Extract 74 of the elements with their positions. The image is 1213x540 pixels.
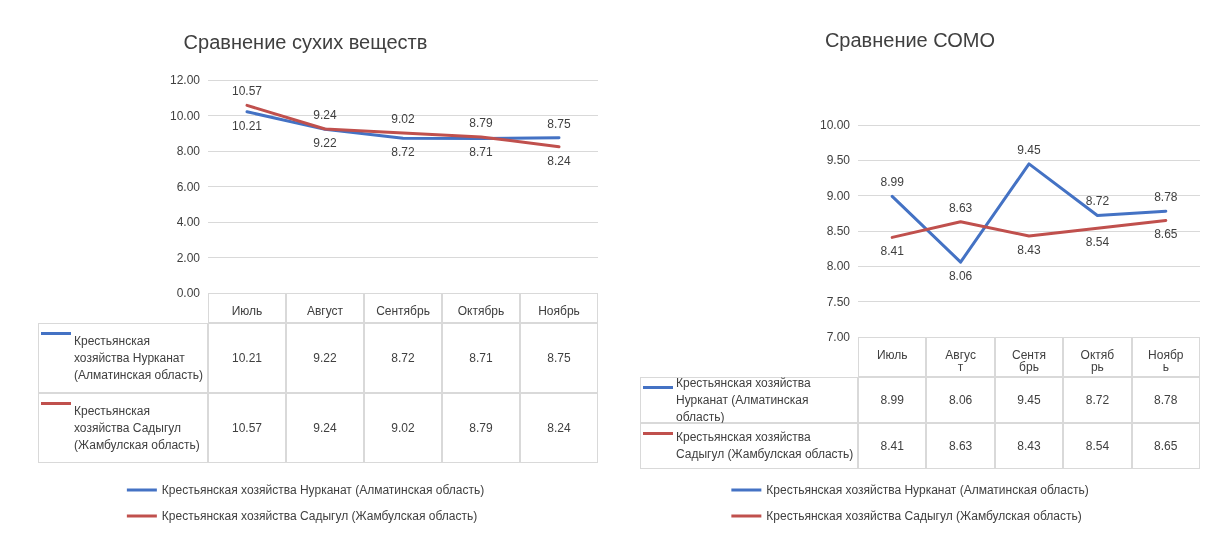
x-tick-label: Июль (231, 304, 263, 318)
legend-label: Крестьянская хозяйства Нурканат (Алматинская область) (676, 374, 812, 426)
data-label: 8.78 (1131, 377, 1200, 423)
text: 8.72 (1085, 194, 1110, 209)
data-label: 8.75 (520, 323, 598, 393)
x-tick-label: Август (945, 348, 976, 374)
text: 10.21 (231, 118, 263, 133)
text: 8.78 (1154, 190, 1178, 205)
text: 8.65 (1154, 227, 1178, 242)
data-label: 8.79 (442, 393, 520, 463)
legend-label: Крестьянская хозяйства Садыгул (Жамбулская область) (676, 429, 855, 463)
y-tick-label: 2.00 (176, 250, 201, 265)
y-tick-label: 7.00 (826, 330, 851, 344)
text: 8.06 (948, 269, 973, 284)
x-tick-label: Ноябрь (538, 304, 580, 318)
data-label: 8.71 (442, 323, 520, 393)
text: 8.75 (547, 116, 571, 131)
data-label: 8.63 (926, 423, 995, 469)
data-label: 8.43 (994, 423, 1064, 469)
data-label: 10.21 (208, 323, 286, 393)
x-tick-label: Август (306, 304, 344, 318)
text: 8.54 (1085, 235, 1110, 250)
y-tick-label: 9.00 (826, 188, 851, 203)
data-label: 8.24 (520, 393, 598, 463)
chart-title: Сравнение сухих веществ (183, 31, 428, 53)
y-tick-label: 9.50 (826, 153, 851, 168)
legend-label: Крестьянская хозяйства Нурканат (Алматинская область) (74, 332, 204, 384)
data-label: 8.65 (1131, 423, 1200, 469)
text: 8.72 (391, 145, 415, 160)
y-tick-label: 4.00 (176, 215, 201, 229)
text: Крестьянская хозяйства Садыгул (Жамбулская область) (766, 509, 1082, 523)
chart-title: Сравнение СОМО (824, 29, 996, 51)
text: 8.24 (547, 153, 571, 168)
data-label: 9.45 (994, 377, 1064, 423)
data-label: 9.24 (286, 393, 364, 463)
data-label: 9.22 (286, 323, 364, 393)
data-label: 8.72 (1063, 377, 1132, 423)
text: 8.41 (880, 244, 904, 259)
legend-label: Крестьянская хозяйства Садыгул (Жамбулская область) (74, 402, 201, 454)
y-tick-label: 10.00 (169, 108, 201, 123)
y-tick-label: 7.50 (826, 294, 851, 309)
text: 8.99 (880, 175, 904, 190)
y-tick-label: 10.00 (819, 118, 851, 132)
data-label: 8.06 (926, 377, 995, 423)
text: 8.71 (469, 145, 493, 160)
y-tick-label: 12.00 (169, 73, 201, 87)
y-tick-label: 8.50 (826, 224, 851, 238)
text: 9.24 (313, 107, 337, 122)
y-tick-label: 0.00 (176, 286, 201, 300)
data-label: 8.41 (858, 423, 927, 469)
x-tick-label: Октябрь (457, 304, 505, 318)
text: Крестьянская хозяйства Нурканат (Алматинская область) (766, 483, 1089, 497)
data-label: 8.54 (1063, 423, 1132, 469)
y-tick-label: 8.00 (176, 144, 201, 158)
x-tick-label: Июль (876, 348, 908, 362)
data-label: 8.99 (858, 377, 927, 423)
text: 8.43 (1017, 242, 1041, 257)
text: Крестьянская хозяйства Нурканат (Алматинская область) (161, 483, 485, 497)
x-tick-label: Сентябрь (1012, 348, 1046, 374)
y-tick-label: 8.00 (826, 259, 851, 274)
text: Крестьянская хозяйства Садыгул (Жамбулская область) (161, 509, 478, 523)
x-tick-label: Октябрь (1080, 348, 1115, 374)
y-tick-label: 6.00 (176, 179, 201, 194)
text: 9.22 (313, 136, 337, 151)
text: 9.45 (1017, 142, 1041, 157)
x-tick-label: Ноябрь (1148, 348, 1184, 374)
data-label: 10.57 (208, 393, 286, 463)
data-label: 8.72 (364, 323, 442, 393)
data-label: 9.02 (364, 393, 442, 463)
x-tick-label: Сентябрь (376, 304, 430, 318)
text: 9.02 (391, 111, 415, 126)
text: 10.57 (231, 84, 263, 99)
text: 8.63 (948, 200, 973, 215)
text: 8.79 (469, 115, 493, 130)
